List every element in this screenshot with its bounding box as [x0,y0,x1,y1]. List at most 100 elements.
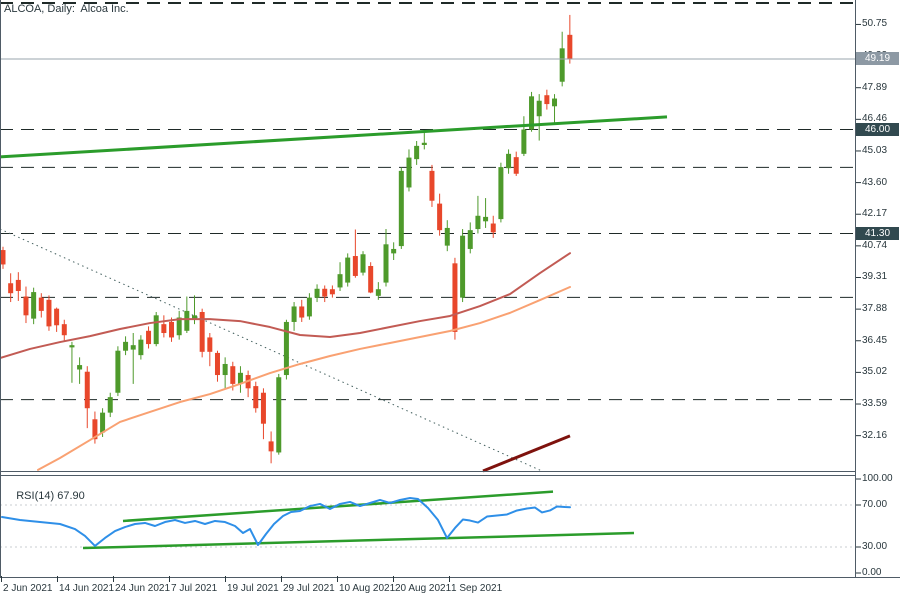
rsi-value: 67.90 [57,490,85,502]
candle-body [237,372,243,384]
candle-body [483,216,489,222]
candle-body [123,341,129,351]
candle-body [199,311,205,352]
candle-body [352,256,358,276]
candle-body [61,324,67,336]
moving-average-orange [37,286,571,471]
candle-body [437,203,443,231]
candle-body [337,274,343,288]
price-tick-label: 43.60 [862,176,888,188]
candle-body [345,257,351,283]
date-tick-label: 10 Aug 2021 [339,583,396,594]
candle-body [529,96,535,130]
price-tick-label: 42.17 [862,208,888,220]
candle-body [513,157,519,174]
candle-body [146,330,152,345]
candle-body [460,235,466,298]
candle-body [207,337,213,352]
candle-body [54,308,60,326]
date-tick-label: 29 Jul 2021 [283,583,335,594]
rsi-trendline-lower [82,531,635,550]
candle-body [391,248,397,254]
candle-body [506,153,512,169]
candle-body [192,315,197,320]
candle-body [322,288,328,297]
candle-body [444,227,450,246]
price-tick-label: 35.02 [862,366,888,378]
candle-body [92,419,98,440]
candle-body [38,297,44,311]
chart-title: ALCOA, Daily: Alcoa Inc. [4,3,129,15]
candle-body [452,263,458,332]
candle-body [360,254,366,273]
candle-body [406,157,412,188]
date-tick-label: 2 Jun 2021 [3,583,53,594]
date-tick-label: 7 Jul 2021 [171,583,218,594]
candle-body [230,366,236,384]
price-tick-label: 32.16 [862,429,888,441]
candle-body [559,48,565,82]
candle-body [176,317,182,336]
price-tick-label: 50.75 [862,18,888,30]
price-tick-label: 33.59 [862,398,888,410]
candle-body [8,283,14,294]
candle-body [130,345,136,350]
candle-body [214,352,220,376]
level-price-badge: 41.30 [856,226,899,240]
candle-body [398,170,404,247]
candle-body [314,288,320,298]
candle-body [0,250,6,265]
candle-body [23,296,29,316]
date-tick-label: 24 Jun 2021 [115,583,171,594]
candle-body [115,350,121,393]
candle-body [253,386,259,409]
candle-body [184,310,190,331]
candle-body [291,306,297,322]
candle-body [69,345,75,348]
candle-body [375,289,381,296]
date-tick-label: 1 Sep 2021 [451,583,503,594]
rsi-tick-label: 100.00 [862,473,893,484]
price-tick-label: 46.46 [862,113,888,125]
bid-price-badge: 49.19 [856,52,899,66]
candle-body [567,34,573,59]
price-tick-label: 47.89 [862,81,888,93]
candle-body [299,306,305,318]
candle-body [490,223,496,233]
candle-body [77,365,83,370]
price-tick-label: 45.03 [862,144,888,156]
candle-body [107,397,113,413]
candlesticks [0,14,573,464]
candle-body [329,289,335,295]
rsi-line [1,496,571,547]
candle-body [138,339,144,356]
candle-body [306,297,312,317]
candle-body [161,324,167,334]
candle-body [536,100,542,117]
candle-body [421,142,427,145]
moving-average-red [0,252,571,360]
candle-body [429,170,435,201]
rsi-tick-label: 0.00 [862,567,882,578]
candle-body [467,230,473,249]
candle-body [475,215,481,230]
candle-body [169,321,175,338]
candle-body [283,321,289,376]
candle-body [260,392,266,424]
level-price-badge: 46.00 [856,123,899,136]
candle-body [100,412,106,433]
candle-body [498,167,504,220]
candle-body [544,95,550,105]
rsi-tick-label: 30.00 [862,541,888,552]
date-tick-label: 14 Jun 2021 [59,583,115,594]
trend-line-dark-red [482,434,571,473]
rsi-tick-label: 70.00 [862,499,888,510]
price-tick-label: 37.88 [862,303,888,315]
price-tick-label: 36.45 [862,334,888,346]
candle-body [46,299,52,327]
price-tick-label: 39.31 [862,271,888,283]
price-tick-label: 40.74 [862,239,888,251]
candle-body [552,98,558,107]
